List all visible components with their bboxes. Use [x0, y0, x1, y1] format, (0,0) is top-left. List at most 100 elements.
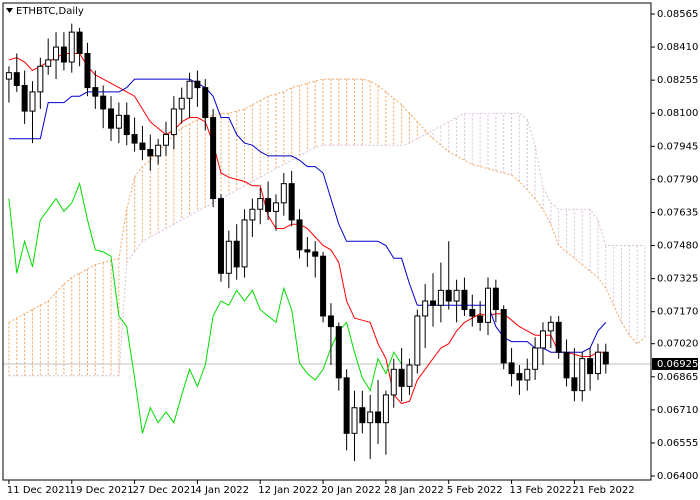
candle-body [115, 114, 122, 129]
y-tick-label: 0.08255 [657, 75, 698, 86]
candle-body [414, 315, 421, 366]
candle-body [312, 251, 319, 257]
x-tick-label: 20 Jan 2022 [321, 485, 381, 496]
candle-body [92, 87, 99, 97]
candle-body [500, 309, 507, 364]
candle-body [272, 202, 279, 212]
y-tick-label: 0.07020 [657, 339, 698, 350]
y-tick-label: 0.06555 [657, 438, 698, 449]
candle-body [147, 149, 154, 157]
candle-body [343, 377, 350, 434]
candle-body [422, 300, 429, 317]
candle-body [178, 97, 185, 110]
x-tick-label: 11 Dec 2021 [7, 485, 71, 496]
y-tick-label: 0.08565 [657, 9, 698, 20]
last-price-box [652, 357, 698, 370]
candle-body [29, 91, 36, 112]
candle-body [390, 368, 397, 396]
candle-body [602, 351, 609, 365]
candle-body [547, 321, 554, 332]
candle-body [249, 208, 256, 221]
candle-body [13, 72, 20, 86]
y-tick-label: 0.07325 [657, 274, 698, 285]
x-tick-label: 21 Feb 2022 [572, 485, 634, 496]
y-tick-label: 0.07480 [657, 241, 698, 252]
candle-body [296, 219, 303, 251]
x-tick-label: 5 Feb 2022 [447, 485, 503, 496]
candle-body [257, 198, 264, 210]
candle-body [382, 394, 389, 424]
x-tick-label: 19 Dec 2021 [70, 485, 134, 496]
candle-body [445, 289, 452, 302]
y-tick-label: 0.08100 [657, 108, 698, 119]
candle-body [186, 80, 193, 99]
candle-body [210, 116, 217, 200]
cloud-span-a [8, 78, 646, 345]
candle-body [539, 330, 546, 349]
candle-body [21, 84, 28, 112]
x-tick-label: 12 Jan 2022 [258, 485, 318, 496]
candle-body [265, 198, 272, 212]
candle-body [123, 114, 130, 136]
y-tick-label: 0.08410 [657, 42, 698, 53]
candle-body [524, 368, 531, 381]
candle-body [108, 108, 115, 129]
candle-body [532, 347, 539, 370]
candle-body [555, 321, 562, 353]
candle-body [351, 407, 358, 434]
y-tick-label: 0.07945 [657, 141, 698, 152]
candle-body [225, 240, 232, 274]
candle-body [45, 59, 52, 67]
candle-body [492, 287, 499, 311]
candle-body [5, 72, 12, 80]
candle-body [320, 255, 327, 317]
candle-body [233, 240, 240, 268]
candle-body [359, 407, 366, 424]
candle-body [155, 144, 162, 157]
candle-body [163, 134, 169, 146]
candle-body [508, 362, 515, 375]
x-tick-label: 4 Jan 2022 [195, 485, 249, 496]
plot-frame [2, 2, 652, 481]
candle-body [375, 411, 382, 424]
y-tick-label: 0.06400 [657, 471, 698, 482]
candle-body [516, 373, 523, 381]
candle-body [335, 326, 342, 379]
candle-body [241, 219, 248, 268]
y-tick-label: 0.06865 [657, 372, 698, 383]
candle-body [170, 108, 177, 136]
y-tick-label: 0.06710 [657, 405, 698, 416]
title-marker [6, 8, 13, 13]
plot-area [3, 23, 651, 462]
x-tick-label: 28 Jan 2022 [384, 485, 444, 496]
candle-body [60, 46, 67, 63]
candle-body [37, 65, 44, 93]
x-tick-label: 27 Dec 2021 [133, 485, 197, 496]
cloud-span-b [8, 112, 646, 377]
candle-body [469, 309, 476, 317]
candle-body [563, 351, 570, 379]
candle-body [327, 315, 334, 328]
candle-body [288, 183, 295, 221]
candle-body [139, 142, 146, 151]
candle-body [579, 358, 586, 392]
candle-body [100, 95, 107, 110]
candle-body [202, 87, 209, 118]
candle-body [461, 289, 468, 311]
candle-body [398, 368, 405, 387]
candle-body [453, 289, 460, 302]
candle-body [194, 80, 201, 89]
y-tick-label: 0.07790 [657, 174, 698, 185]
candle-body [477, 315, 484, 323]
x-tick-label: 13 Feb 2022 [510, 485, 572, 496]
candle-body [217, 198, 224, 274]
candle-body [594, 351, 601, 375]
y-tick-label: 0.07170 [657, 307, 698, 318]
candle-body [587, 358, 594, 375]
y-tick-label: 0.07635 [657, 207, 698, 218]
candle-body [53, 46, 60, 61]
last-price-label: 0.06925 [657, 359, 698, 370]
